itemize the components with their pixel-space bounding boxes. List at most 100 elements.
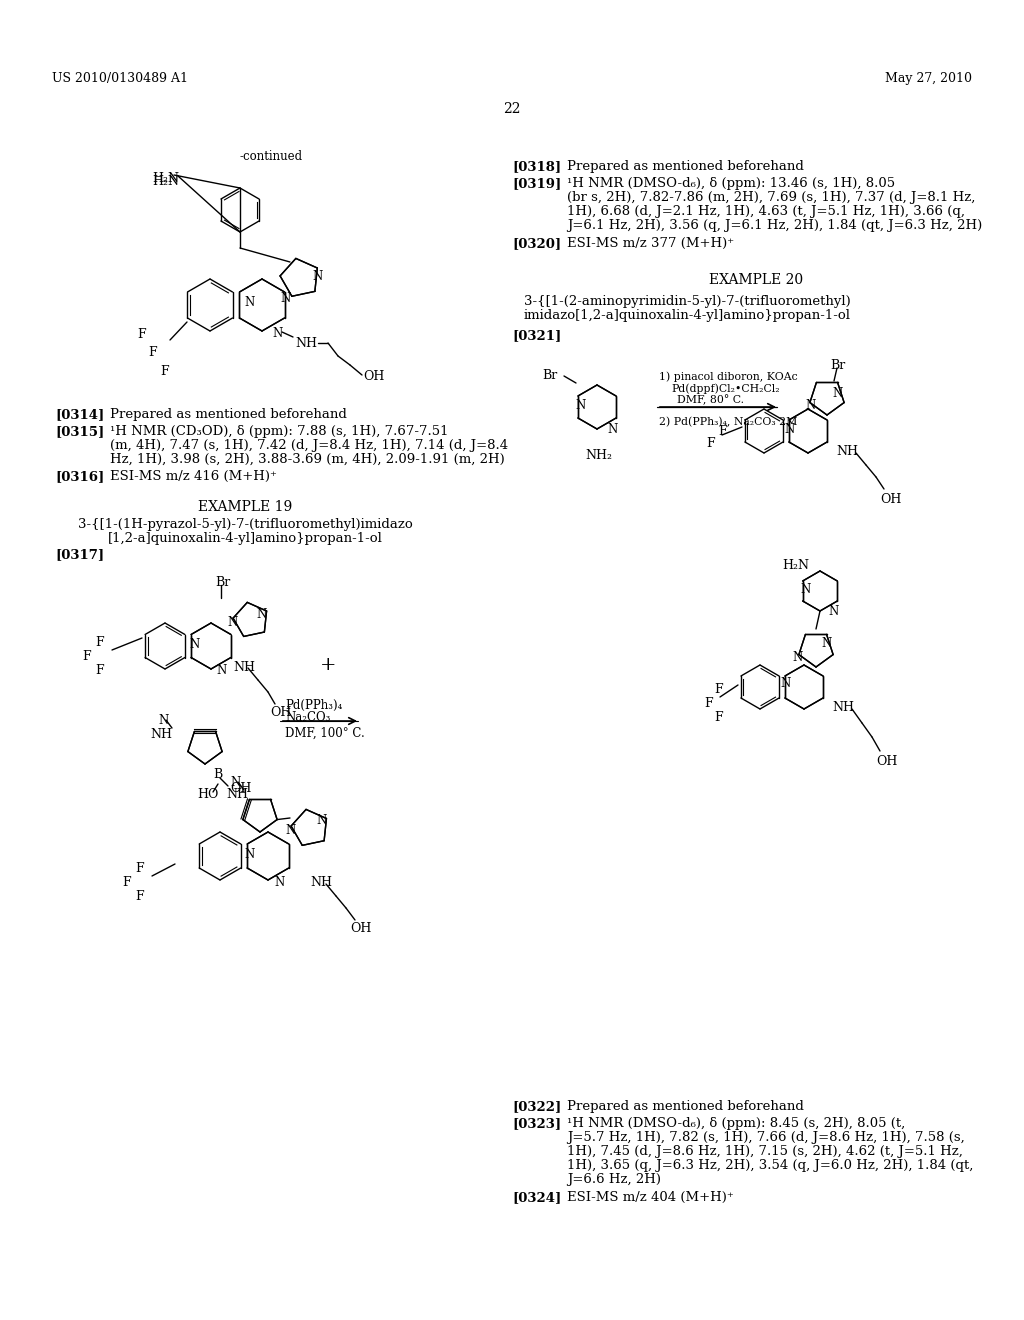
Text: OH: OH [876,755,897,768]
Text: 1) pinacol diboron, KOAc: 1) pinacol diboron, KOAc [659,371,798,381]
Text: OH: OH [350,921,372,935]
Text: Br: Br [215,576,230,589]
Text: F: F [82,649,91,663]
Text: N: N [831,387,843,400]
Text: [0317]: [0317] [55,548,104,561]
Text: N: N [272,327,283,341]
Text: Na₂CO₃: Na₂CO₃ [285,711,331,723]
Text: HO: HO [197,788,218,801]
Text: May 27, 2010: May 27, 2010 [885,73,972,84]
Text: Hz, 1H), 3.98 (s, 2H), 3.88-3.69 (m, 4H), 2.09-1.91 (m, 2H): Hz, 1H), 3.98 (s, 2H), 3.88-3.69 (m, 4H)… [110,453,505,466]
Text: 2) Pd(PPh₃)₄, Na₂CO₃ 2M: 2) Pd(PPh₃)₄, Na₂CO₃ 2M [659,417,798,428]
Text: [0316]: [0316] [55,470,104,483]
Text: Br: Br [542,370,557,381]
Text: [1,2-a]quinoxalin-4-yl]amino}propan-1-ol: [1,2-a]quinoxalin-4-yl]amino}propan-1-ol [108,532,382,545]
Text: N: N [216,664,226,677]
Text: NH: NH [836,445,858,458]
Text: F: F [714,682,723,696]
Text: Prepared as mentioned beforehand: Prepared as mentioned beforehand [567,1100,804,1113]
Text: N: N [575,399,586,412]
Text: [0314]: [0314] [55,408,104,421]
Text: F: F [718,425,727,438]
Text: NH: NH [233,661,255,675]
Text: NH: NH [831,701,854,714]
Text: DMF, 100° C.: DMF, 100° C. [285,727,365,741]
Text: H₂N: H₂N [782,558,809,572]
Text: [0324]: [0324] [512,1191,561,1204]
Text: N: N [227,616,238,630]
Text: F: F [95,636,103,649]
Text: -continued: -continued [240,150,303,162]
Text: F: F [148,346,157,359]
Text: N: N [828,605,839,618]
Text: NH: NH [295,337,317,350]
Text: (br s, 2H), 7.82-7.86 (m, 2H), 7.69 (s, 1H), 7.37 (d, J=8.1 Hz,: (br s, 2H), 7.82-7.86 (m, 2H), 7.69 (s, … [567,191,976,205]
Text: N: N [256,609,266,620]
Text: 3-{[1-(2-aminopyrimidin-5-yl)-7-(trifluoromethyl): 3-{[1-(2-aminopyrimidin-5-yl)-7-(trifluo… [524,294,851,308]
Text: H₂N: H₂N [152,176,179,187]
Text: Br: Br [830,359,845,372]
Text: 22: 22 [503,102,521,116]
Text: 3-{[1-(1H-pyrazol-5-yl)-7-(trifluoromethyl)imidazo: 3-{[1-(1H-pyrazol-5-yl)-7-(trifluorometh… [78,517,413,531]
Text: N: N [821,638,831,649]
Text: (m, 4H), 7.47 (s, 1H), 7.42 (d, J=8.4 Hz, 1H), 7.14 (d, J=8.4: (m, 4H), 7.47 (s, 1H), 7.42 (d, J=8.4 Hz… [110,440,508,451]
Text: Prepared as mentioned beforehand: Prepared as mentioned beforehand [567,160,804,173]
Text: [0320]: [0320] [512,238,561,249]
Text: F: F [705,697,713,710]
Text: ESI-MS m/z 416 (M+H)⁺: ESI-MS m/z 416 (M+H)⁺ [110,470,276,483]
Text: N: N [316,814,327,828]
Text: ¹H NMR (CD₃OD), δ (ppm): 7.88 (s, 1H), 7.67-7.51: ¹H NMR (CD₃OD), δ (ppm): 7.88 (s, 1H), 7… [110,425,449,438]
Text: ESI-MS m/z 404 (M+H)⁺: ESI-MS m/z 404 (M+H)⁺ [567,1191,734,1204]
Text: F: F [95,664,103,677]
Text: J=6.6 Hz, 2H): J=6.6 Hz, 2H) [567,1173,662,1185]
Text: N: N [274,876,285,888]
Text: ¹H NMR (DMSO-d₆), δ (ppm): 13.46 (s, 1H), 8.05: ¹H NMR (DMSO-d₆), δ (ppm): 13.46 (s, 1H)… [567,177,895,190]
Text: N: N [607,422,617,436]
Text: [0319]: [0319] [512,177,561,190]
Text: F: F [160,366,169,378]
Text: F: F [135,862,143,875]
Text: N: N [189,638,200,651]
Text: F: F [137,327,145,341]
Text: ESI-MS m/z 377 (M+H)⁺: ESI-MS m/z 377 (M+H)⁺ [567,238,734,249]
Text: B: B [213,768,222,781]
Text: NH₂: NH₂ [585,449,612,462]
Text: EXAMPLE 20: EXAMPLE 20 [709,273,803,286]
Text: N: N [780,677,791,690]
Text: DMF, 80° C.: DMF, 80° C. [677,395,744,405]
Text: F: F [135,890,143,903]
Text: +: + [319,656,337,675]
Text: N: N [800,583,810,597]
Text: Pd(dppf)Cl₂•CH₂Cl₂: Pd(dppf)Cl₂•CH₂Cl₂ [671,383,779,393]
Text: NH: NH [226,788,248,801]
Text: Prepared as mentioned beforehand: Prepared as mentioned beforehand [110,408,347,421]
Text: J=6.1 Hz, 2H), 3.56 (q, J=6.1 Hz, 2H), 1.84 (qt, J=6.3 Hz, 2H): J=6.1 Hz, 2H), 3.56 (q, J=6.1 Hz, 2H), 1… [567,219,982,232]
Text: EXAMPLE 19: EXAMPLE 19 [198,500,292,513]
Text: NH: NH [310,876,332,888]
Text: [0318]: [0318] [512,160,561,173]
Text: [0321]: [0321] [512,329,561,342]
Text: N: N [784,422,795,436]
Text: imidazo[1,2-a]quinoxalin-4-yl]amino}propan-1-ol: imidazo[1,2-a]quinoxalin-4-yl]amino}prop… [524,309,851,322]
Text: NH: NH [150,729,172,741]
Text: US 2010/0130489 A1: US 2010/0130489 A1 [52,73,188,84]
Text: N: N [285,824,295,837]
Text: J=5.7 Hz, 1H), 7.82 (s, 1H), 7.66 (d, J=8.6 Hz, 1H), 7.58 (s,: J=5.7 Hz, 1H), 7.82 (s, 1H), 7.66 (d, J=… [567,1131,965,1144]
Text: [0315]: [0315] [55,425,104,438]
Text: N: N [312,271,323,282]
Text: N: N [158,714,168,727]
Text: [0323]: [0323] [512,1117,561,1130]
Text: 1H), 7.45 (d, J=8.6 Hz, 1H), 7.15 (s, 2H), 4.62 (t, J=5.1 Hz,: 1H), 7.45 (d, J=8.6 Hz, 1H), 7.15 (s, 2H… [567,1144,963,1158]
Text: N: N [230,776,241,789]
Text: N: N [280,292,290,305]
Text: OH: OH [270,706,292,719]
Text: OH: OH [880,492,901,506]
Text: ¹H NMR (DMSO-d₆), δ (ppm): 8.45 (s, 2H), 8.05 (t,: ¹H NMR (DMSO-d₆), δ (ppm): 8.45 (s, 2H),… [567,1117,905,1130]
Text: F: F [706,437,715,450]
Text: H₂N: H₂N [152,172,179,185]
Text: [0322]: [0322] [512,1100,561,1113]
Text: N: N [805,399,815,412]
Text: N: N [244,296,254,309]
Text: 1H), 6.68 (d, J=2.1 Hz, 1H), 4.63 (t, J=5.1 Hz, 1H), 3.66 (q,: 1H), 6.68 (d, J=2.1 Hz, 1H), 4.63 (t, J=… [567,205,965,218]
Text: F: F [122,876,131,888]
